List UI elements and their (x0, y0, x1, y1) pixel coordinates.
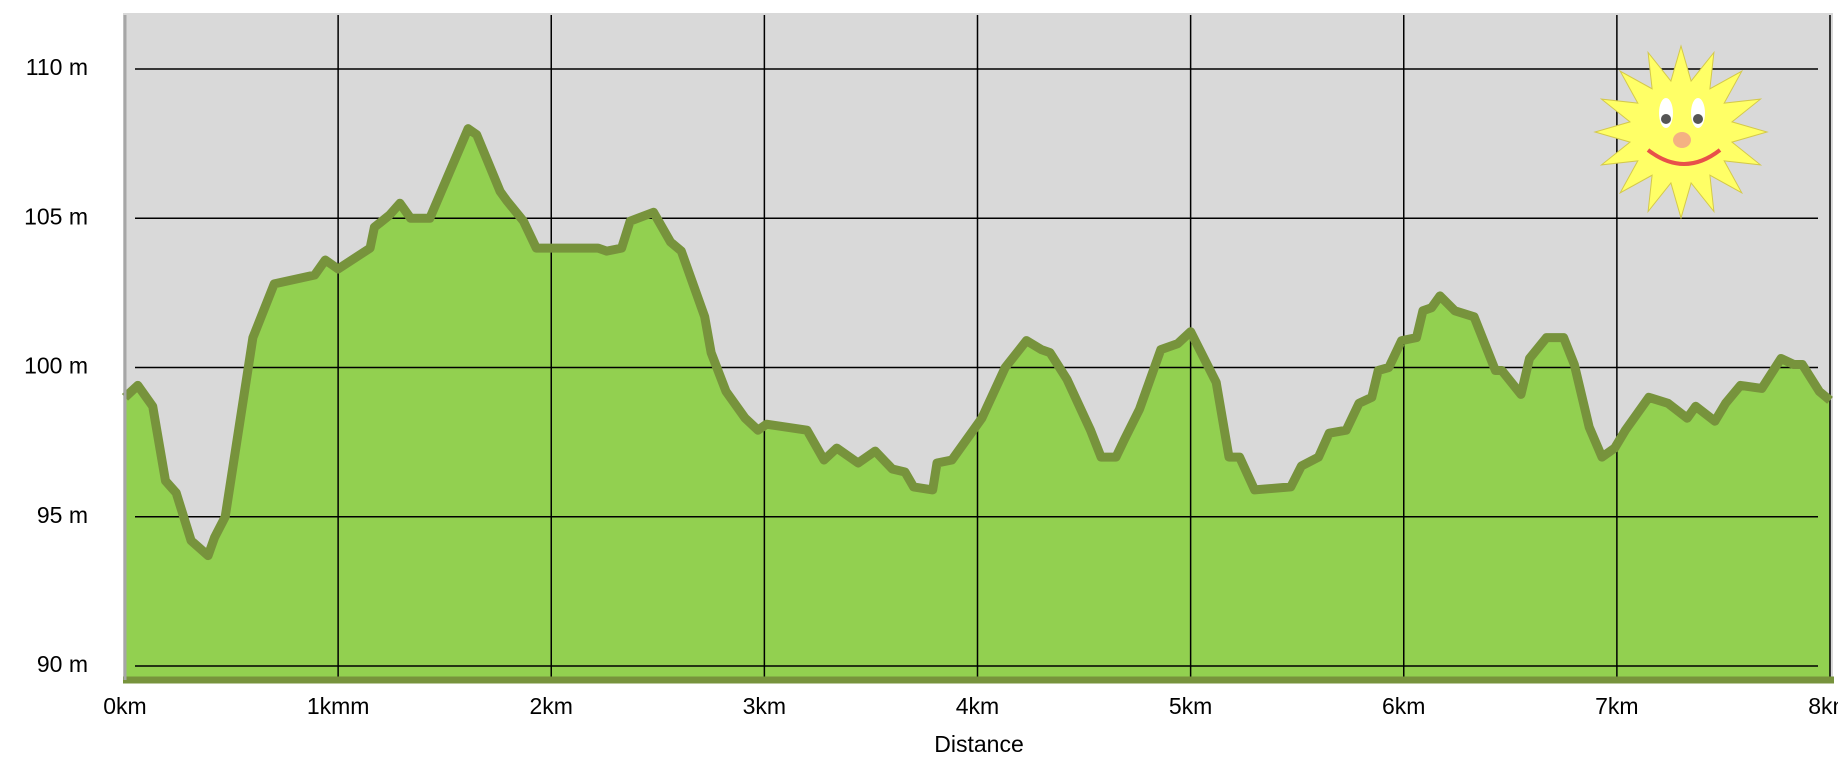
elevation-line (121, 124, 1833, 561)
sun-pupil (1693, 114, 1703, 124)
sun-icon (1593, 44, 1769, 220)
y-tick-label: 105 m (24, 203, 88, 229)
x-tick-label: 1kmm (307, 693, 370, 719)
x-tick-label: 3km (743, 693, 786, 719)
y-tick-label: 110 m (26, 54, 88, 80)
y-tick-label: 95 m (37, 502, 88, 528)
x-axis-label: Distance (934, 731, 1023, 757)
x-tick-label: 8km (1808, 693, 1838, 719)
sun-nose (1673, 132, 1691, 148)
x-tick-label: 6km (1382, 693, 1425, 719)
y-tick-label: 90 m (37, 651, 88, 677)
sun-pupil (1661, 114, 1671, 124)
x-tick-label: 4km (956, 693, 999, 719)
x-tick-label: 2km (530, 693, 573, 719)
sun-mouth (1646, 148, 1722, 166)
y-tick-label: 100 m (24, 353, 88, 379)
x-tick-label: 7km (1595, 693, 1638, 719)
x-tick-label: 5km (1169, 693, 1212, 719)
x-tick-label: 0km (103, 693, 146, 719)
